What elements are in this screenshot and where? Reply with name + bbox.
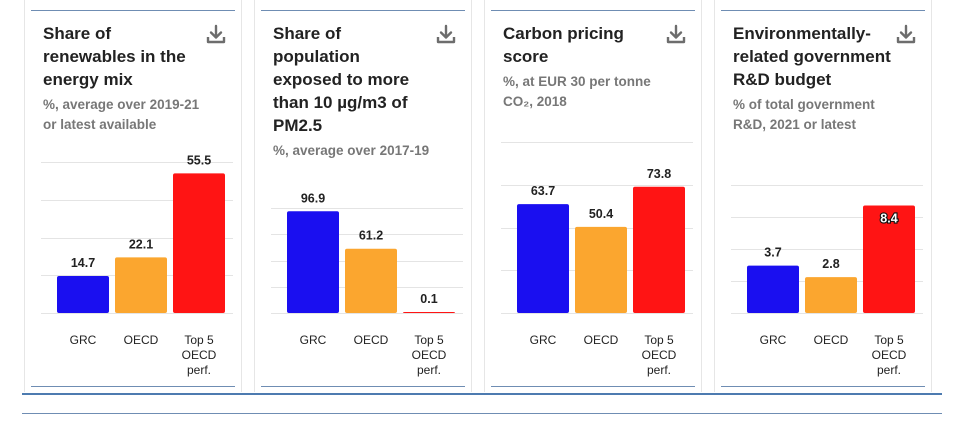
tick-label-grc: GRC (299, 333, 327, 347)
tick-label-oecd: OECD (123, 333, 159, 347)
bar-chart-rd-budget: 3.7 2.8 8.4 (731, 185, 923, 314)
chart-subtitle: %, at EUR 30 per tonne CO₂, 2018 (503, 74, 651, 109)
panel-top-rule (721, 10, 925, 11)
data-label-top-5-oecd-perf: 8.4 (880, 211, 897, 225)
tick-label-line: Top 5 (184, 333, 214, 347)
tick-label-line: perf. (186, 363, 211, 377)
chart-title: Environmentally-related government R&D b… (733, 22, 891, 135)
tick-label-top-5-oecd-perf: Top 5 OECD perf. (864, 333, 914, 378)
section-divider (22, 413, 942, 414)
tick-label-grc: GRC (529, 333, 557, 347)
panel-bottom-rule (261, 386, 465, 387)
bar-oecd[interactable] (805, 277, 857, 313)
tick-label-top-5-oecd-perf: Top 5 OECD perf. (404, 333, 454, 378)
chart-title-text: Environmentally-related government R&D b… (733, 24, 891, 89)
data-label-top-5-oecd-perf: 55.5 (187, 153, 211, 167)
download-icon[interactable] (895, 24, 917, 46)
chart-panel-renewables: Share of renewables in the energy mix %,… (24, 0, 242, 392)
bar-grc[interactable] (57, 276, 109, 313)
data-label-grc: 63.7 (531, 184, 555, 198)
panel-bottom-rule (31, 386, 235, 387)
bar-grc[interactable] (287, 211, 339, 313)
data-label-grc: 3.7 (764, 246, 781, 260)
data-label-oecd: 50.4 (589, 207, 613, 221)
tick-label-line: perf. (876, 363, 901, 377)
data-label-top-5-oecd-perf: 0.1 (420, 292, 437, 306)
tick-label-grc: GRC (759, 333, 787, 347)
bar-top-5-oecd-perf[interactable] (173, 173, 225, 313)
panel-bottom-rule (491, 386, 695, 387)
tick-label-line: OECD (411, 348, 447, 362)
download-icon[interactable] (665, 24, 687, 46)
data-label-oecd: 2.8 (822, 257, 839, 271)
bar-top-5-oecd-perf[interactable] (863, 205, 915, 313)
download-glyph (666, 24, 686, 44)
chart-subtitle: %, average over 2019-21 or latest availa… (43, 97, 200, 132)
chart-subtitle: %, average over 2017-19 (273, 143, 430, 158)
bar-oecd[interactable] (345, 248, 397, 313)
tick-label-line: Top 5 (874, 333, 904, 347)
data-label-top-5-oecd-perf: 73.8 (647, 167, 671, 181)
chart-title-text: Share of population exposed to more than… (273, 24, 410, 135)
data-label-grc: 96.9 (301, 191, 325, 205)
chart-title: Share of renewables in the energy mix %,… (43, 22, 201, 135)
tick-label-top-5-oecd-perf: Top 5 OECD perf. (634, 333, 684, 378)
bar-grc[interactable] (517, 204, 569, 313)
bar-chart-renewables: 14.7 22.1 55.5 (41, 153, 233, 314)
bar-top-5-oecd-perf[interactable] (403, 312, 455, 313)
panel-top-rule (31, 10, 235, 11)
panel-top-rule (491, 10, 695, 11)
bar-chart-carbon-pricing: 63.7 50.4 73.8 (501, 142, 693, 314)
chart-panel-carbon-pricing: Carbon pricing score %, at EUR 30 per to… (484, 0, 702, 392)
download-icon[interactable] (435, 24, 457, 46)
bar-grc[interactable] (747, 265, 799, 313)
chart-subtitle: % of total government R&D, 2021 or lates… (733, 97, 875, 132)
tick-label-line: Top 5 (414, 333, 444, 347)
data-label-oecd: 61.2 (359, 229, 383, 243)
tick-label-line: perf. (646, 363, 671, 377)
tick-label-line: OECD (641, 348, 677, 362)
chart-title: Carbon pricing score %, at EUR 30 per to… (503, 22, 661, 112)
tick-label-line: perf. (416, 363, 441, 377)
tick-label-oecd: OECD (353, 333, 389, 347)
panel-top-rule (261, 10, 465, 11)
chart-title-text: Share of renewables in the energy mix (43, 24, 186, 89)
tick-label-grc: GRC (69, 333, 97, 347)
tick-label-top-5-oecd-perf: Top 5 OECD perf. (174, 333, 224, 378)
panel-bottom-rule (721, 386, 925, 387)
chart-title-text: Carbon pricing score (503, 24, 624, 66)
chart-title: Share of population exposed to more than… (273, 22, 431, 161)
data-label-grc: 14.7 (71, 256, 95, 270)
bar-oecd[interactable] (575, 226, 627, 313)
tick-label-line: OECD (181, 348, 217, 362)
chart-panel-rd-budget: Environmentally-related government R&D b… (714, 0, 932, 392)
bar-top-5-oecd-perf[interactable] (633, 186, 685, 313)
download-glyph (436, 24, 456, 44)
tick-label-line: OECD (871, 348, 907, 362)
section-divider (22, 393, 942, 395)
data-label-oecd: 22.1 (129, 237, 153, 251)
bar-chart-pm25: 96.9 61.2 0.1 (271, 191, 463, 314)
download-icon[interactable] (205, 24, 227, 46)
tick-label-oecd: OECD (583, 333, 619, 347)
chart-panel-pm25: Share of population exposed to more than… (254, 0, 472, 392)
tick-label-line: Top 5 (644, 333, 674, 347)
download-glyph (206, 24, 226, 44)
bar-oecd[interactable] (115, 257, 167, 313)
tick-label-oecd: OECD (813, 333, 849, 347)
download-glyph (896, 24, 916, 44)
